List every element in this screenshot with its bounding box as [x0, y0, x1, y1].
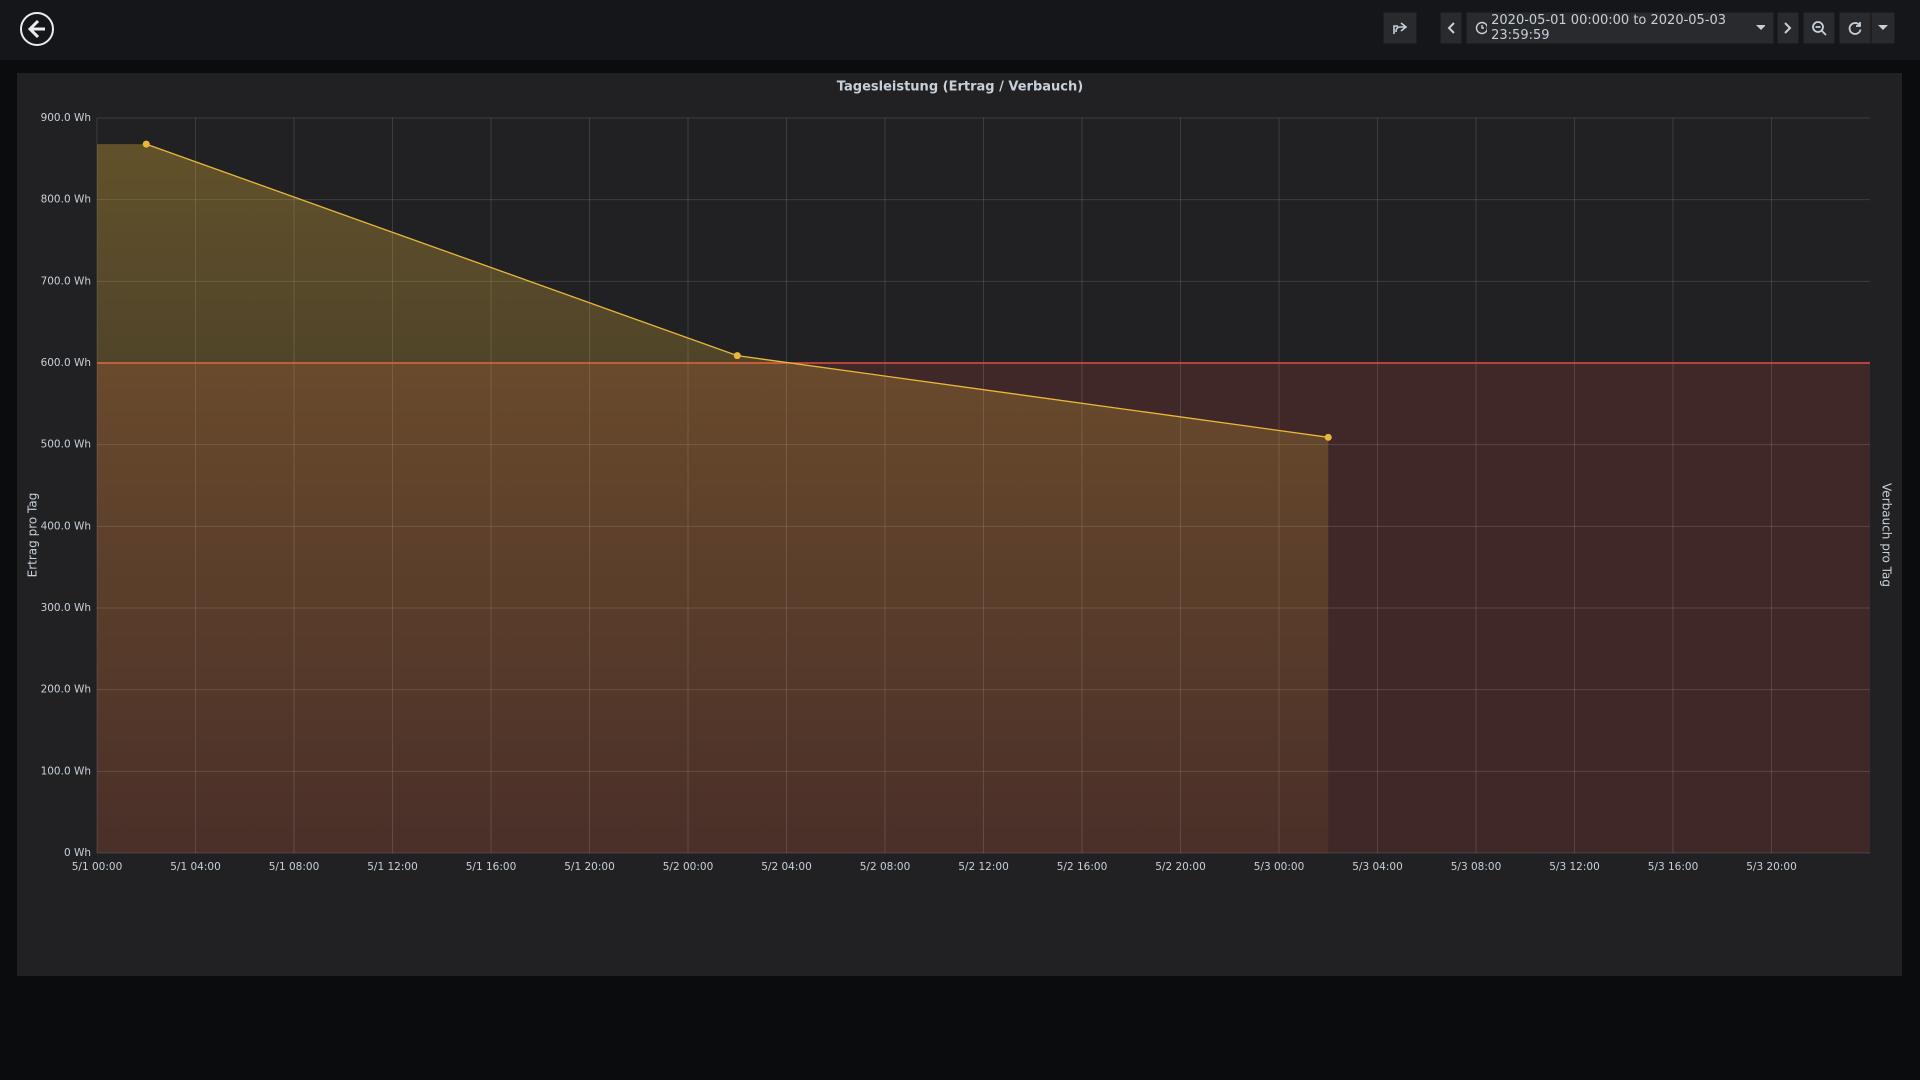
y2-axis-label: Verbauch pro Tag — [1880, 483, 1894, 587]
y-tick-label: 300.0 Wh — [41, 602, 91, 614]
x-tick-label: 5/1 12:00 — [367, 861, 418, 873]
y-tick-label: 900.0 Wh — [41, 112, 91, 124]
data-point — [733, 352, 741, 360]
share-button[interactable] — [1383, 12, 1417, 44]
x-tick-label: 5/2 16:00 — [1057, 861, 1108, 873]
time-range-picker[interactable]: 2020-05-01 00:00:00 to 2020-05-03 23:59:… — [1466, 12, 1774, 44]
y-tick-label: 200.0 Wh — [41, 684, 91, 696]
x-tick-label: 5/3 04:00 — [1352, 861, 1403, 873]
x-tick-label: 5/2 00:00 — [663, 861, 714, 873]
y-axis-label: Ertrag pro Tag — [26, 493, 40, 578]
x-tick-label: 5/1 16:00 — [466, 861, 517, 873]
chart: Tagesleistung (Ertrag / Verbauch) Ertrag… — [26, 80, 1894, 874]
prev-button[interactable] — [1440, 12, 1462, 44]
y-tick-label: 400.0 Wh — [41, 520, 91, 532]
chart-title: Tagesleistung (Ertrag / Verbauch) — [837, 80, 1083, 95]
back-button[interactable] — [19, 11, 55, 47]
y-tick-label: 800.0 Wh — [41, 194, 91, 206]
x-tick-label: 5/1 20:00 — [564, 861, 615, 873]
x-tick-label: 5/2 12:00 — [958, 861, 1009, 873]
x-tick-label: 5/1 04:00 — [170, 861, 221, 873]
x-tick-label: 5/3 16:00 — [1648, 861, 1699, 873]
y-tick-label: 700.0 Wh — [41, 275, 91, 287]
refresh-button[interactable] — [1839, 12, 1871, 44]
x-tick-label: 5/1 00:00 — [72, 861, 123, 873]
series-area — [97, 144, 1329, 854]
data-point — [142, 140, 150, 148]
x-tick-label: 5/2 04:00 — [761, 861, 812, 873]
refresh-interval-button[interactable] — [1871, 12, 1895, 44]
y-tick-label: 100.0 Wh — [41, 765, 91, 777]
next-button[interactable] — [1777, 12, 1799, 44]
x-tick-label: 5/2 20:00 — [1155, 861, 1206, 873]
x-tick-label: 5/3 08:00 — [1451, 861, 1502, 873]
toolbar: 2020-05-01 00:00:00 to 2020-05-03 23:59:… — [0, 0, 1920, 60]
data-point — [1324, 433, 1332, 441]
y-tick-label: 500.0 Wh — [41, 439, 91, 451]
x-tick-label: 5/3 12:00 — [1549, 861, 1600, 873]
x-tick-label: 5/1 08:00 — [269, 861, 320, 873]
y-tick-label: 600.0 Wh — [41, 357, 91, 369]
x-tick-label: 5/2 08:00 — [860, 861, 911, 873]
y-tick-label: 0 Wh — [64, 847, 91, 859]
zoom-out-button[interactable] — [1803, 12, 1835, 44]
time-range: 2020-05-01 00:00:00 to 2020-05-03 23:59:… — [1491, 13, 1727, 43]
x-tick-label: 5/3 00:00 — [1254, 861, 1305, 873]
x-tick-label: 5/3 20:00 — [1746, 861, 1797, 873]
